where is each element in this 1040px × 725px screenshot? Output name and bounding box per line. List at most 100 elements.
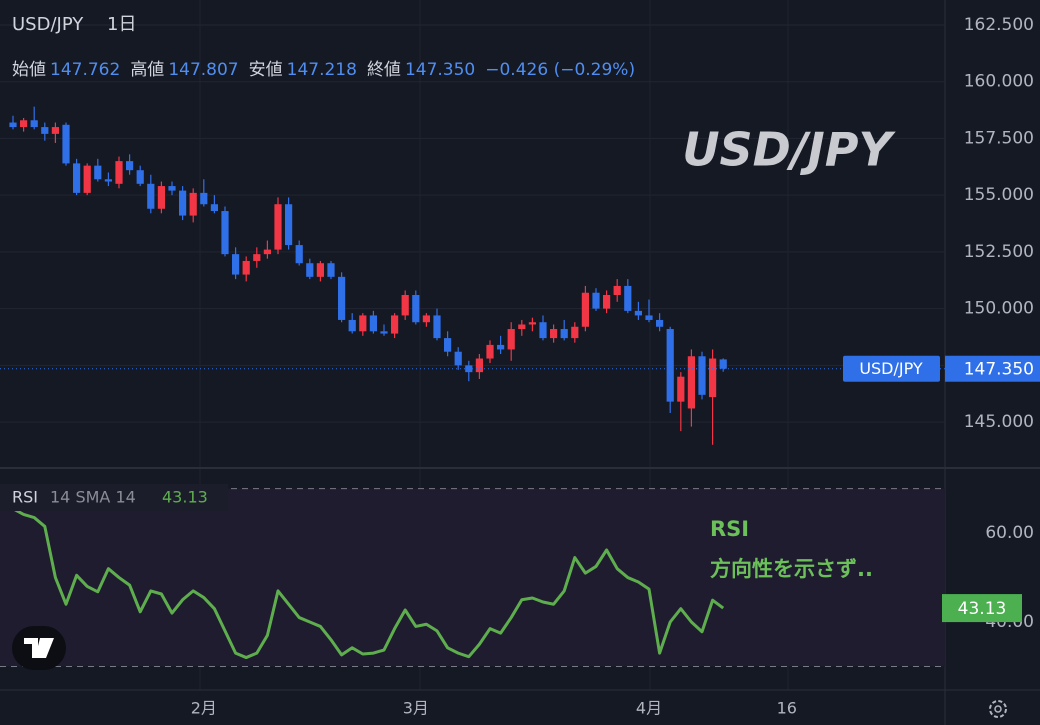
legend-params: 14 SMA 14	[50, 488, 136, 507]
legend-bg	[0, 484, 228, 511]
settings-icon	[989, 700, 1007, 718]
header: USD/JPY 1日	[12, 10, 140, 36]
candle-body	[285, 204, 293, 246]
tag-bg	[843, 355, 940, 382]
candle-body	[157, 186, 165, 209]
symbol: USD/JPY	[12, 14, 84, 35]
tag-value: 43.13	[958, 599, 1007, 619]
annotation: 方向性を示さず..	[710, 557, 873, 581]
ohlc-value: 147.218	[286, 60, 357, 80]
candle-body	[687, 356, 695, 409]
tag-bg	[942, 594, 1022, 623]
candle-body	[698, 356, 706, 395]
candle-body	[422, 315, 430, 323]
candle-body	[677, 376, 685, 402]
candle-body	[316, 263, 324, 277]
y-tick-label: 152.500	[964, 242, 1034, 262]
y-tick-label: 145.000	[964, 412, 1034, 432]
candle-body	[528, 322, 536, 325]
x-tick-label: 3月	[403, 699, 429, 718]
candle-body	[51, 127, 59, 134]
candle-body	[232, 254, 240, 275]
candle-body	[624, 285, 632, 311]
candle-body	[30, 120, 38, 128]
candle-body	[391, 315, 399, 334]
interval: 1日	[107, 14, 137, 35]
y-tick-label: 157.500	[964, 128, 1034, 148]
candle-body	[401, 294, 409, 316]
candle-body	[348, 319, 356, 332]
candle-body	[62, 124, 70, 164]
x-tick-label: 4月	[636, 699, 662, 718]
settings-icon-core	[994, 705, 1002, 713]
candle-body	[306, 263, 314, 277]
candle-body	[221, 211, 229, 255]
candle-body	[136, 170, 144, 184]
candle-body	[475, 358, 483, 373]
candle-body	[634, 310, 642, 316]
candle-body	[550, 329, 558, 339]
candle-body	[709, 358, 717, 398]
candle-body	[115, 161, 123, 184]
candle-body	[104, 179, 112, 182]
ohlc-legend: 始値 147.762 高値 147.807 安値 147.218 終値 147.350 −0.4…	[12, 55, 645, 80]
candle-body	[645, 315, 653, 320]
candle-body	[369, 315, 377, 332]
candle-body	[666, 329, 674, 402]
ohlc-value: 147.762	[50, 60, 121, 80]
candle-body	[444, 338, 452, 352]
candle-body	[189, 192, 197, 216]
candle-body	[560, 329, 568, 339]
candle-body	[179, 190, 187, 216]
y-tick-label: 60.00	[985, 523, 1034, 543]
candle-body	[603, 294, 611, 309]
watermark: USD/JPY	[682, 123, 896, 177]
candle-body	[20, 120, 28, 128]
rsi-line	[0, 501, 725, 660]
ohlc-value: 147.807	[168, 60, 239, 80]
candle-body	[274, 204, 282, 250]
tag-name: USD/JPY	[859, 359, 923, 378]
x-tick-label: 16	[777, 699, 797, 718]
ohlc-label: 安値	[248, 60, 283, 80]
candle-body	[94, 165, 102, 180]
candle-body	[295, 245, 303, 264]
candle-body	[9, 122, 17, 128]
candle-body	[380, 331, 388, 334]
candle-body	[253, 254, 261, 261]
change-value: −0.426 (−0.29%)	[485, 60, 636, 80]
candle-body	[518, 324, 526, 330]
candle-body	[73, 163, 81, 193]
candle-body	[613, 285, 621, 295]
rsi-band	[0, 488, 945, 667]
candle-body	[126, 161, 134, 171]
candle-body	[719, 359, 727, 369]
candle-body	[168, 186, 176, 191]
logo	[24, 638, 54, 658]
candle-body	[486, 344, 494, 359]
candle-body	[581, 292, 589, 327]
candle-body	[338, 276, 346, 320]
candle-body	[656, 319, 664, 327]
tag-value: 147.350	[964, 360, 1034, 380]
y-tick-label: 150.000	[964, 299, 1034, 319]
candle-body	[412, 294, 420, 323]
y-tick-label: 160.000	[964, 72, 1034, 92]
y-tick-label: 155.000	[964, 185, 1034, 205]
candle-body	[571, 326, 579, 339]
candle-body	[454, 351, 462, 366]
candle-body	[327, 263, 335, 277]
candle-body	[507, 329, 515, 350]
legend-value: 43.13	[162, 488, 208, 507]
candle-body	[200, 192, 208, 205]
annotation: RSI	[710, 517, 749, 541]
x-tick-label: 2月	[191, 699, 217, 718]
ohlc-label: 終値	[366, 60, 401, 80]
candle-body	[242, 260, 250, 275]
candle-body	[147, 183, 155, 209]
candle-body	[263, 249, 271, 255]
candle-body	[210, 204, 218, 212]
candle-body	[41, 127, 49, 134]
